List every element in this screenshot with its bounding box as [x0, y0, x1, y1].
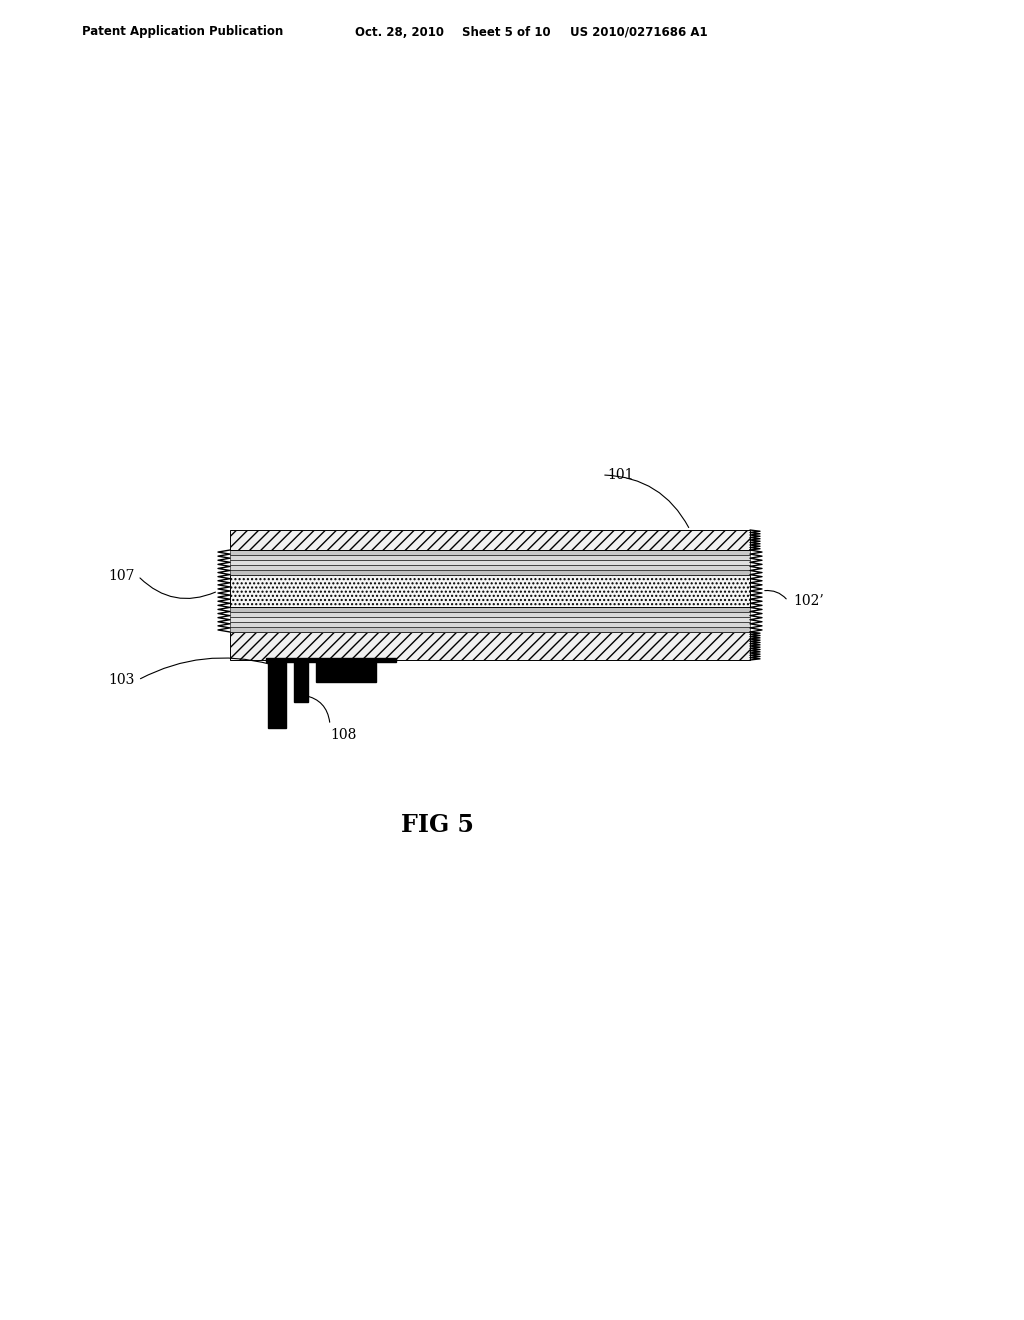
Text: FIG 5: FIG 5 — [400, 813, 473, 837]
Text: 101: 101 — [607, 469, 634, 482]
Text: Patent Application Publication: Patent Application Publication — [82, 25, 284, 38]
Bar — [230, 622, 750, 627]
Bar — [230, 570, 750, 576]
Bar — [230, 616, 750, 622]
Text: 103: 103 — [108, 673, 134, 686]
Bar — [230, 554, 750, 560]
Bar — [230, 576, 750, 607]
Bar — [316, 660, 376, 682]
Bar — [230, 607, 750, 612]
Bar — [294, 660, 308, 702]
Bar — [268, 660, 286, 729]
Bar — [230, 560, 750, 565]
Text: Oct. 28, 2010: Oct. 28, 2010 — [355, 25, 444, 38]
Text: 108: 108 — [330, 729, 356, 742]
Bar — [230, 632, 750, 660]
Text: US 2010/0271686 A1: US 2010/0271686 A1 — [570, 25, 708, 38]
Text: Sheet 5 of 10: Sheet 5 of 10 — [462, 25, 551, 38]
Bar — [230, 612, 750, 616]
Bar — [266, 657, 396, 663]
Bar — [230, 627, 750, 632]
Text: 107: 107 — [108, 569, 134, 583]
Bar — [230, 565, 750, 570]
Bar — [230, 550, 750, 554]
Text: 102’: 102’ — [793, 594, 823, 609]
Bar — [230, 531, 750, 550]
